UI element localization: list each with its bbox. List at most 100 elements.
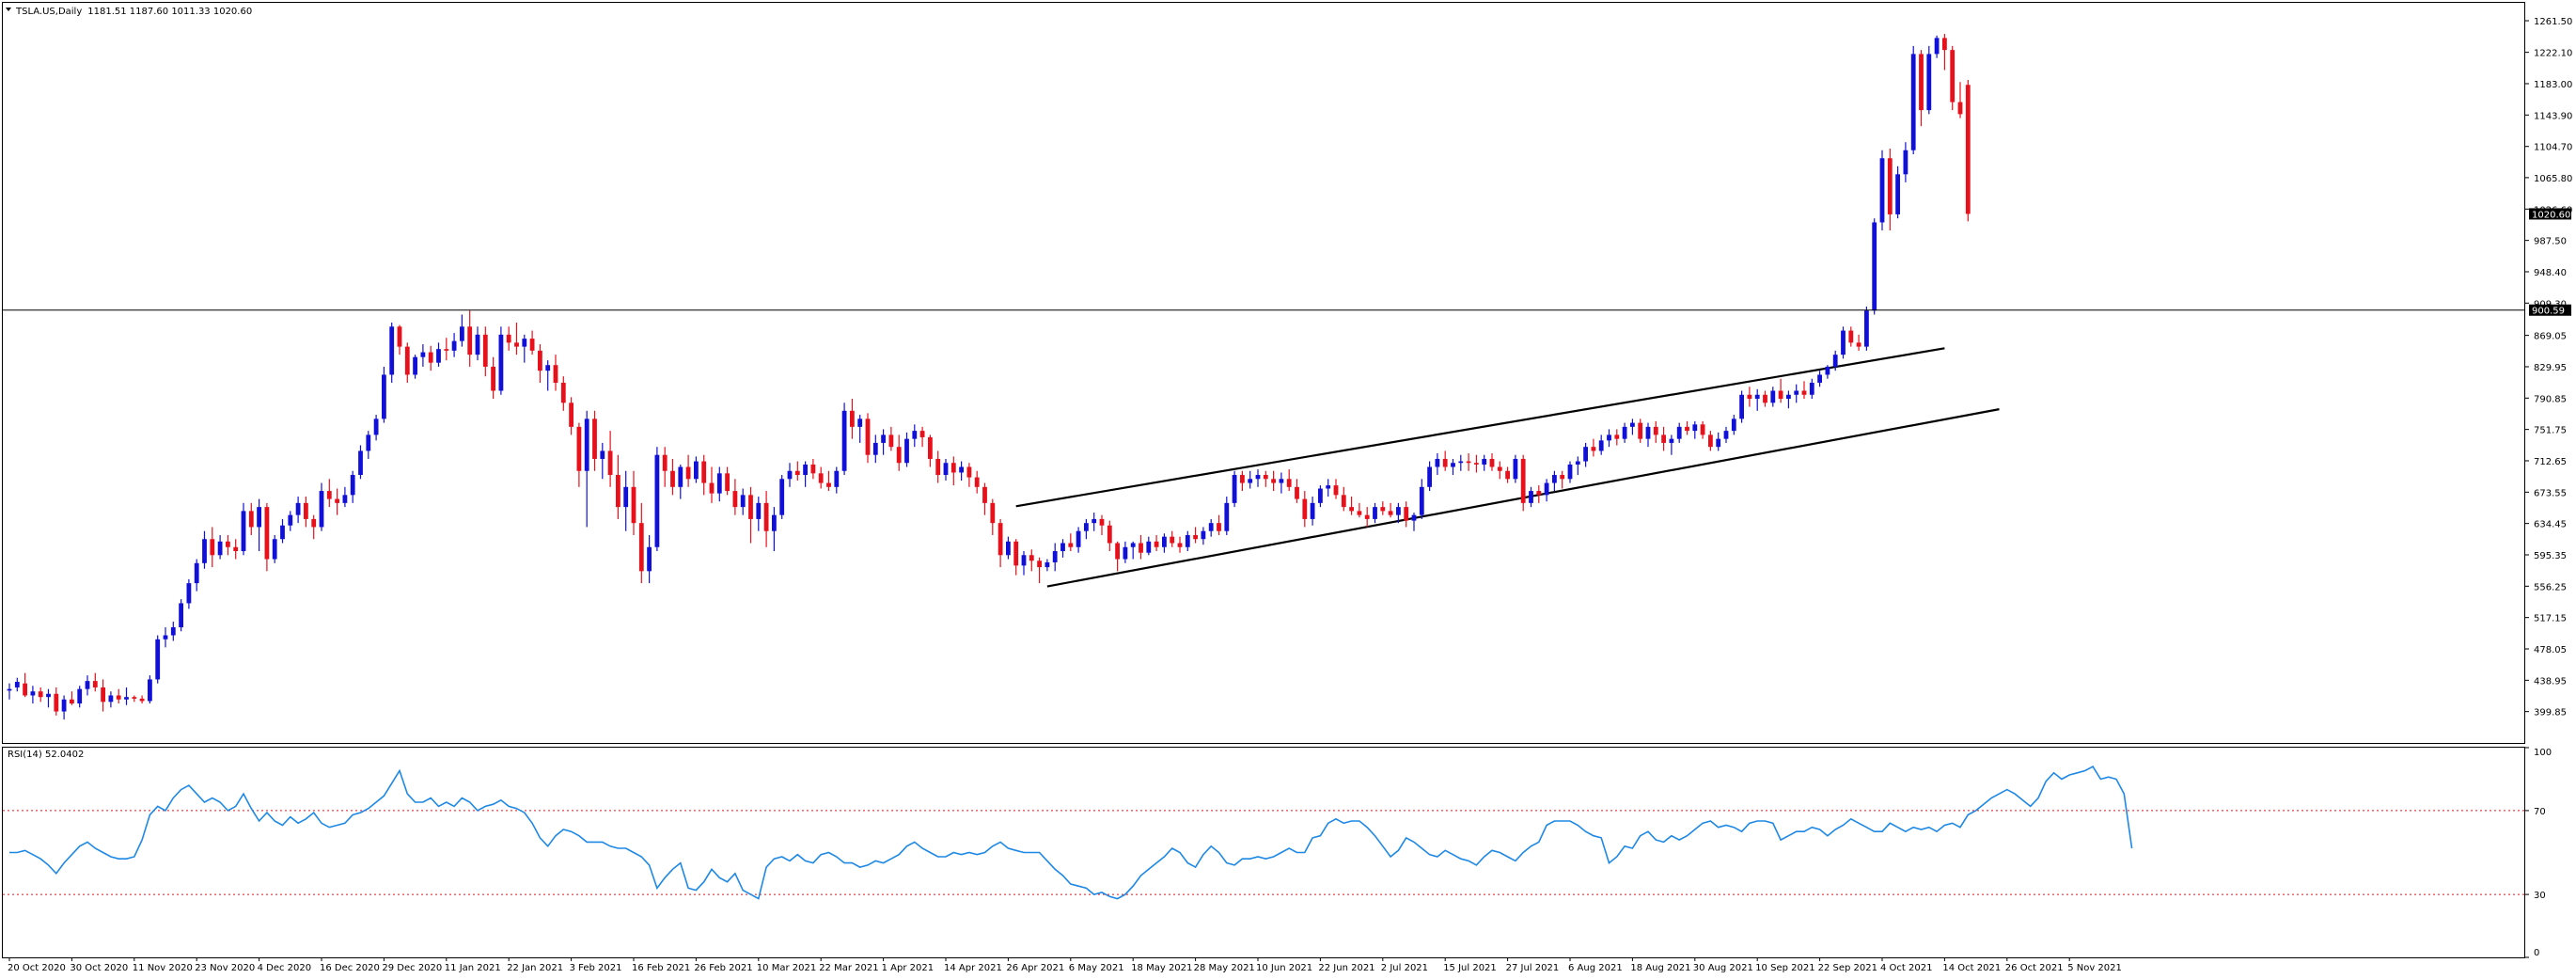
time-tick-label: 22 Jan 2021 bbox=[507, 963, 563, 973]
time-tick-label: 10 Jun 2021 bbox=[1256, 963, 1312, 973]
candle-body bbox=[1731, 418, 1736, 432]
candle-body bbox=[498, 334, 504, 391]
candle-body bbox=[1302, 498, 1308, 519]
candle-body bbox=[108, 695, 114, 703]
candle-body bbox=[553, 365, 558, 383]
time-tick-label: 4 Oct 2021 bbox=[1880, 963, 1932, 973]
candle-body bbox=[7, 688, 12, 691]
rsi-line bbox=[9, 766, 2133, 900]
candle-body bbox=[132, 697, 137, 699]
candle-body bbox=[1708, 434, 1713, 448]
candle-body bbox=[600, 450, 605, 459]
price-tick-label: 712.65 bbox=[2534, 457, 2567, 467]
candle-body bbox=[77, 688, 83, 704]
candle-body bbox=[592, 418, 597, 459]
candle-body bbox=[662, 454, 668, 471]
candle-body bbox=[1638, 422, 1643, 439]
candle-body bbox=[1006, 541, 1011, 556]
candle-body bbox=[38, 691, 43, 698]
candle-body bbox=[1505, 470, 1510, 480]
candle-body bbox=[14, 681, 20, 687]
time-tick-label: 11 Jan 2021 bbox=[445, 963, 501, 973]
candle-body bbox=[709, 482, 715, 494]
time-tick-label: 6 May 2021 bbox=[1069, 963, 1124, 973]
candle-body bbox=[943, 463, 949, 476]
candle-body bbox=[1388, 511, 1393, 515]
time-tick-label: 18 Aug 2021 bbox=[1630, 963, 1690, 973]
candle-body bbox=[444, 349, 449, 351]
candle-body bbox=[678, 466, 683, 487]
candle-body bbox=[1333, 485, 1339, 496]
collapse-triangle-icon[interactable] bbox=[6, 8, 11, 11]
candle-body bbox=[982, 486, 987, 503]
time-tick-label: 20 Oct 2020 bbox=[8, 963, 66, 973]
candle-body bbox=[1700, 424, 1705, 435]
candle-body bbox=[779, 479, 785, 515]
candle-body bbox=[1193, 534, 1198, 540]
candle-body bbox=[919, 431, 925, 437]
symbol-label: TSLA.US,Daily 1181.51 1187.60 1011.33 102… bbox=[15, 7, 252, 17]
candle-body bbox=[1482, 458, 1487, 465]
candle-body bbox=[872, 442, 878, 455]
candle-body bbox=[1856, 342, 1861, 347]
candle-body bbox=[241, 511, 246, 552]
candle-body bbox=[1950, 50, 1956, 103]
candle-body bbox=[1794, 390, 1799, 395]
candle-body bbox=[647, 546, 652, 572]
candle-body bbox=[881, 434, 886, 443]
candle-body bbox=[1622, 426, 1627, 439]
price-tick-label: 399.85 bbox=[2534, 708, 2567, 718]
price-tick-label: 1065.80 bbox=[2534, 174, 2572, 184]
candle-body bbox=[61, 699, 67, 712]
candle-body bbox=[1217, 523, 1221, 531]
candle-body bbox=[787, 470, 793, 480]
candle-body bbox=[607, 450, 613, 476]
candle-body bbox=[912, 431, 918, 439]
candle-body bbox=[1801, 390, 1807, 395]
candle-body bbox=[748, 495, 753, 519]
candle-body bbox=[545, 365, 551, 371]
price-axis: 1261.50 1222.10 1183.00 1143.90 1104.70 1065.… bbox=[2525, 17, 2572, 718]
candle-body bbox=[1832, 355, 1838, 367]
candle-body bbox=[1544, 482, 1549, 496]
candle-body bbox=[763, 502, 769, 531]
candle-body bbox=[1435, 458, 1440, 467]
candle-body bbox=[1872, 222, 1877, 311]
svg-text:900.59: 900.59 bbox=[2532, 307, 2565, 317]
candle-body bbox=[1357, 511, 1362, 515]
candle-body bbox=[342, 495, 348, 503]
time-tick-label: 14 Apr 2021 bbox=[944, 963, 1002, 973]
time-tick-label: 14 Oct 2021 bbox=[1942, 963, 2001, 973]
candle-body bbox=[850, 410, 855, 427]
candle-body bbox=[1560, 475, 1565, 480]
candle-body bbox=[818, 473, 824, 483]
candle-body bbox=[560, 382, 566, 403]
candle-body bbox=[1879, 158, 1885, 223]
candle-body bbox=[1263, 475, 1268, 480]
candle-body bbox=[1451, 463, 1455, 467]
candle-body bbox=[1825, 366, 1830, 375]
candle-body bbox=[1279, 479, 1284, 483]
candle-body bbox=[1739, 394, 1744, 419]
candle-body bbox=[1466, 461, 1471, 464]
candle-body bbox=[1208, 523, 1214, 531]
channel-upper-line[interactable] bbox=[1015, 347, 1945, 508]
candle-body bbox=[1926, 54, 1932, 111]
candle-body bbox=[1295, 486, 1299, 499]
candle-body bbox=[1419, 486, 1424, 515]
candle-body bbox=[194, 562, 199, 584]
candle-body bbox=[1965, 85, 1971, 214]
candle-body bbox=[1123, 546, 1128, 560]
candle-body bbox=[826, 482, 831, 487]
time-tick-label: 26 Feb 2021 bbox=[694, 963, 752, 973]
candle-body bbox=[1380, 507, 1386, 512]
candle-body bbox=[1841, 330, 1846, 355]
candle-body bbox=[148, 679, 152, 702]
candle-body bbox=[974, 477, 980, 487]
candle-body bbox=[139, 698, 145, 702]
candle-body bbox=[1029, 555, 1034, 561]
last-price-tag: 1020.60 bbox=[2529, 208, 2571, 220]
candle-body bbox=[124, 697, 129, 700]
candle-body bbox=[732, 491, 738, 508]
